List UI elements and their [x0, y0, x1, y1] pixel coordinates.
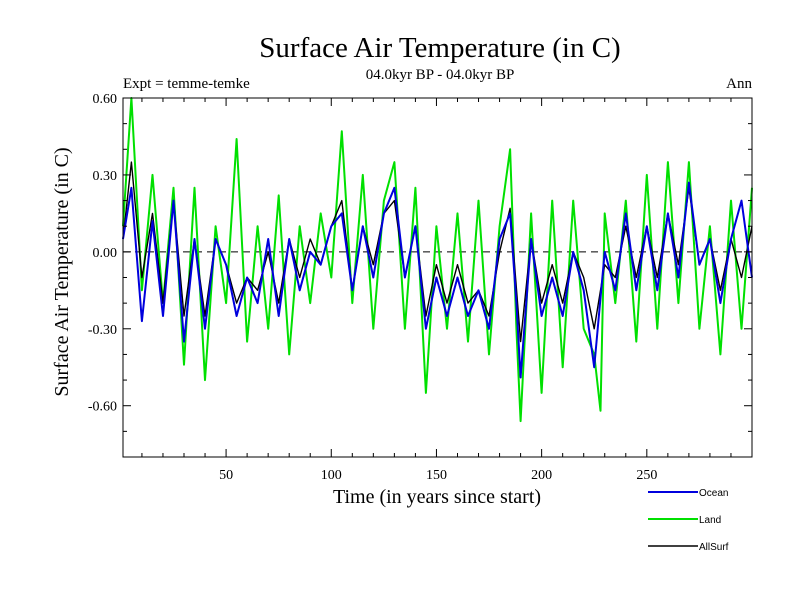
y-tick-label: 0.30: [93, 169, 118, 184]
x-tick-label: 250: [636, 468, 657, 483]
x-tick-label: 100: [321, 468, 342, 483]
legend-label-allsurf: AllSurf: [699, 542, 729, 553]
legend-label-land: Land: [699, 515, 721, 526]
y-tick-label: -0.30: [88, 323, 117, 338]
y-tick-label: -0.60: [88, 400, 117, 415]
axes: 0.60 0.30 0.00 -0.30 -0.60 50 100 150 200 250: [88, 92, 753, 483]
legend: Ocean Land AllSurf: [648, 488, 729, 553]
experiment-label: Expt = temme-temke: [123, 76, 250, 92]
x-tick-label: 200: [531, 468, 552, 483]
chart-title: Surface Air Temperature (in C): [259, 32, 620, 64]
series-line-land: [122, 97, 753, 423]
season-label: Ann: [726, 76, 752, 92]
y-tick-label: 0.60: [93, 92, 118, 107]
plot-area: [122, 97, 753, 423]
x-tick-label: 50: [219, 468, 233, 483]
x-tick-label: 150: [426, 468, 447, 483]
y-axis-label: Surface Air Temperature (in C): [51, 147, 73, 396]
x-axis-label: Time (in years since start): [333, 486, 541, 508]
y-tick-label: 0.00: [93, 246, 118, 261]
legend-label-ocean: Ocean: [699, 488, 728, 499]
series-line-ocean: [122, 181, 753, 379]
chart-subtitle: 04.0kyr BP - 04.0kyr BP: [366, 67, 515, 83]
